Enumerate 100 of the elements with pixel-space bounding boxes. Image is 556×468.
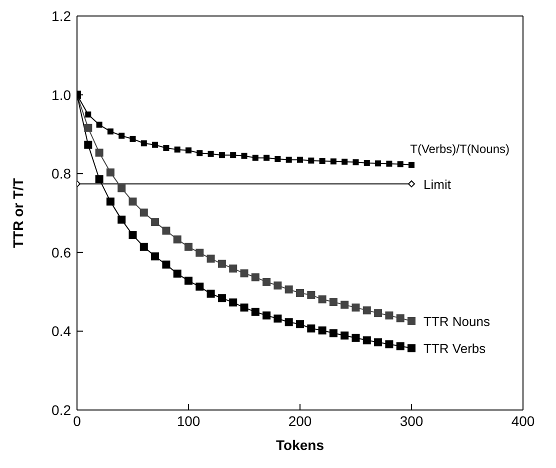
series-label: T(Verbs)/T(Nouns) (410, 142, 510, 156)
point (364, 160, 370, 166)
point (240, 304, 248, 312)
point (408, 344, 416, 352)
point (206, 290, 215, 298)
point (397, 161, 404, 168)
point (184, 276, 192, 285)
y-tick-label: 0.4 (52, 323, 72, 340)
point (196, 282, 204, 291)
point (319, 158, 326, 164)
y-tick-label: 1.0 (52, 86, 72, 103)
series-label: TTR Verbs (424, 341, 486, 356)
point (375, 160, 382, 166)
point (297, 156, 303, 163)
point (118, 184, 126, 192)
point (408, 162, 414, 168)
point (206, 254, 215, 263)
point (329, 329, 338, 338)
y-tick-label: 0.6 (52, 244, 72, 260)
point (284, 285, 293, 294)
point (184, 242, 192, 251)
point (329, 298, 338, 306)
point (296, 320, 304, 328)
y-tick-label: 1.2 (52, 8, 72, 24)
point (95, 175, 104, 184)
point (374, 309, 382, 318)
point (386, 160, 392, 167)
y-tick-label: 0.8 (52, 166, 72, 182)
point (362, 336, 371, 344)
series-label: TTR Nouns (424, 314, 490, 329)
x-tick-label: 300 (400, 412, 424, 429)
point (274, 314, 282, 323)
x-tick-label: 100 (176, 412, 200, 429)
point (95, 148, 104, 157)
point (296, 288, 304, 297)
point (396, 314, 404, 322)
point (284, 318, 293, 326)
x-tick-label: 0 (73, 412, 82, 429)
point (262, 278, 271, 286)
point (229, 264, 238, 273)
point (174, 146, 180, 153)
point (173, 235, 182, 244)
point (408, 316, 416, 325)
point (85, 112, 92, 118)
point (251, 308, 260, 316)
point (162, 226, 170, 235)
x-axis-title: Tokens (276, 437, 324, 453)
point (96, 122, 102, 128)
point (251, 273, 260, 282)
point (218, 294, 226, 302)
point (173, 270, 182, 278)
point (352, 159, 359, 166)
point (118, 132, 125, 139)
point (286, 156, 292, 163)
point (340, 332, 349, 340)
point (362, 306, 371, 314)
point (106, 168, 114, 176)
point (128, 231, 137, 240)
point (385, 311, 394, 320)
point (84, 140, 92, 149)
point (118, 216, 126, 224)
series-label: Limit (424, 176, 452, 192)
point (308, 158, 314, 164)
point (252, 154, 258, 161)
point (218, 260, 226, 268)
point (151, 218, 160, 226)
point (130, 136, 136, 142)
point (152, 142, 158, 148)
point (352, 334, 360, 342)
point (196, 248, 204, 257)
point (196, 150, 203, 156)
point (230, 152, 236, 158)
point (352, 304, 360, 312)
point (163, 144, 170, 151)
point (208, 150, 214, 157)
point (274, 281, 282, 290)
point (140, 242, 148, 251)
point (241, 152, 248, 159)
point (264, 154, 270, 161)
point (84, 124, 92, 132)
point (274, 156, 281, 162)
x-tick-label: 200 (288, 412, 312, 429)
point (262, 311, 271, 320)
point (229, 298, 238, 306)
point (385, 340, 394, 348)
point (396, 342, 404, 350)
point (374, 338, 382, 346)
point (218, 152, 225, 158)
point (140, 208, 148, 217)
x-tick-label: 400 (511, 412, 535, 429)
point (330, 158, 336, 164)
y-tick-label: 0.2 (52, 402, 72, 418)
point (318, 326, 326, 334)
y-axis-title: TTR or T/T (10, 178, 26, 248)
point (340, 300, 349, 309)
point (151, 252, 160, 260)
point (318, 295, 326, 304)
point (342, 158, 348, 165)
point (140, 140, 147, 146)
point (162, 260, 170, 269)
